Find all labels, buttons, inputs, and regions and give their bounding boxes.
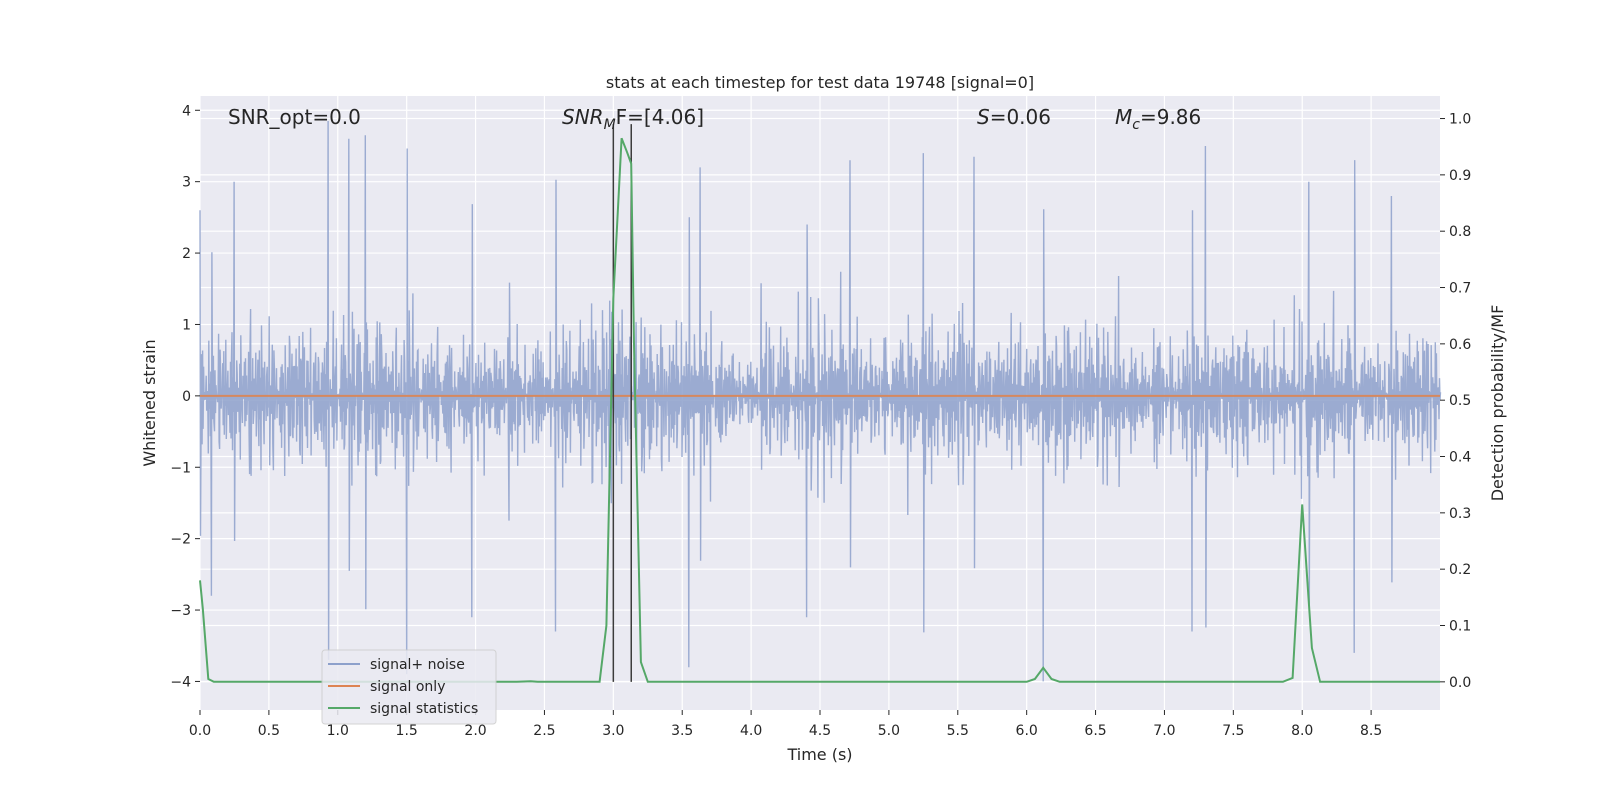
x-axis-label: Time (s) (786, 745, 852, 764)
legend-label-signal-statistics: signal statistics (370, 701, 478, 717)
chart-title: stats at each timestep for test data 197… (606, 73, 1034, 92)
y-right-tick-label: 0.7 (1449, 281, 1471, 297)
legend-label-signal-noise: signal+ noise (370, 657, 465, 673)
annotation-s-main: S (977, 105, 990, 129)
annotation-mc-sub: c (1132, 117, 1140, 133)
annotation-snr-mf-main: SNR (562, 105, 604, 129)
y-axis-ticks: −4 −3 −2 −1 0 1 2 3 4 (170, 103, 200, 690)
x-tick-label: 5.0 (878, 723, 900, 739)
annotation-mc-rest: =9.86 (1140, 105, 1201, 129)
y-tick-label: −4 (170, 674, 191, 690)
y-tick-label: 1 (182, 317, 191, 333)
y-right-tick-label: 0.3 (1449, 506, 1471, 522)
x-tick-label: 7.0 (1153, 723, 1175, 739)
x-tick-label: 6.5 (1084, 723, 1106, 739)
y-right-tick-label: 0.4 (1449, 450, 1471, 466)
x-tick-label: 5.5 (947, 723, 969, 739)
x-tick-label: 1.5 (396, 723, 418, 739)
y-right-tick-label: 0.5 (1449, 393, 1471, 409)
y-axis-label: Whitened strain (140, 339, 159, 466)
annotation-snr-mf-rest: F=[4.06] (616, 105, 704, 129)
signal-noise-line (199, 120, 1442, 682)
x-tick-label: 4.5 (809, 723, 831, 739)
annotation-s: S=0.06 (977, 105, 1051, 129)
y-right-tick-label: 1.0 (1449, 112, 1471, 128)
y-tick-label: −1 (170, 460, 191, 476)
annotation-snr-mf: SNRMF=[4.06] (562, 105, 704, 133)
annotation-mc-main: M (1115, 105, 1132, 129)
y-tick-label: −3 (170, 603, 191, 619)
x-tick-label: 1.0 (327, 723, 349, 739)
x-tick-label: 0.0 (189, 723, 211, 739)
y-tick-label: 2 (182, 246, 191, 262)
x-tick-label: 7.5 (1222, 723, 1244, 739)
y-tick-label: 0 (182, 389, 191, 405)
y-tick-label: −2 (170, 532, 191, 548)
annotation-snr-opt: SNR_opt=0.0 (228, 105, 361, 129)
y-tick-label: 4 (182, 103, 191, 119)
y-right-tick-label: 0.2 (1449, 562, 1471, 578)
y-right-tick-label: 0.9 (1449, 168, 1471, 184)
signal-noise-series (199, 120, 1442, 682)
legend-label-signal-only: signal only (370, 679, 445, 695)
y-right-tick-label: 0.1 (1449, 619, 1471, 635)
x-tick-label: 2.5 (533, 723, 555, 739)
y-tick-label: 3 (182, 175, 191, 191)
legend-box (321, 649, 497, 725)
legend: signal+ noise signal only signal statist… (321, 649, 497, 725)
x-axis-ticks: 0.0 0.5 1.0 1.5 2.0 2.5 3.0 3.5 4.0 4.5 5.0 5.5 6.0 6… (189, 710, 1382, 739)
annotation-mc: Mc=9.86 (1115, 105, 1201, 133)
x-tick-label: 3.5 (671, 723, 693, 739)
x-tick-label: 0.5 (258, 723, 280, 739)
x-tick-label: 8.5 (1360, 723, 1382, 739)
x-tick-label: 3.0 (602, 723, 624, 739)
y-right-axis-label: Detection probability/MF (1488, 305, 1507, 502)
x-tick-label: 2.0 (464, 723, 486, 739)
annotation-snr-mf-sub: M (604, 117, 616, 133)
annotation-s-rest: =0.06 (990, 105, 1051, 129)
x-tick-label: 4.0 (740, 723, 762, 739)
y-right-axis-ticks: 0.0 0.1 0.2 0.3 0.4 0.5 0.6 0.7 0.8 0.9 1.0 (1440, 112, 1471, 691)
x-tick-label: 8.0 (1291, 723, 1313, 739)
x-tick-label: 6.0 (1016, 723, 1038, 739)
y-right-tick-label: 0.0 (1449, 675, 1471, 691)
y-right-tick-label: 0.6 (1449, 337, 1471, 353)
y-right-tick-label: 0.8 (1449, 224, 1471, 240)
